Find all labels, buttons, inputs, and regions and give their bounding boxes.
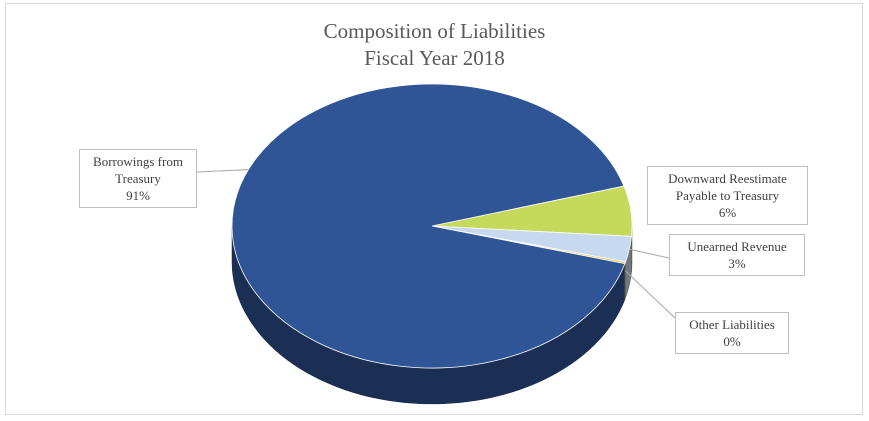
data-label-downward-reestimate: Downward Reestimate Payable to Treasury … (647, 166, 808, 225)
data-label-unearned-pct: 3% (728, 256, 746, 271)
data-label-borrowings: Borrowings from Treasury 91% (79, 149, 197, 208)
leader-line-unearned-revenue (629, 248, 670, 259)
data-label-other-liabilities: Other Liabilities 0% (675, 312, 789, 354)
data-label-downward-line-1: Downward Reestimate (668, 171, 787, 186)
leader-line-other-liabilities (624, 270, 676, 319)
data-label-unearned-line-1: Unearned Revenue (687, 239, 787, 254)
data-label-unearned-revenue: Unearned Revenue 3% (669, 234, 805, 276)
data-label-borrowings-line-2: Treasury (115, 171, 161, 186)
leader-line-borrowings (196, 169, 249, 173)
chart-title: Composition of Liabilities Fiscal Year 2… (0, 18, 869, 72)
data-label-downward-line-2: Payable to Treasury (675, 188, 780, 203)
chart-title-line-1: Composition of Liabilities (323, 19, 546, 43)
chart-title-line-2: Fiscal Year 2018 (364, 46, 505, 70)
data-label-other-pct: 0% (723, 334, 741, 349)
data-label-borrowings-line-1: Borrowings from (93, 154, 183, 169)
data-label-other-line-1: Other Liabilities (689, 317, 775, 332)
data-label-downward-pct: 6% (718, 205, 737, 220)
pie-slice-borrowings (231, 83, 626, 369)
data-label-borrowings-pct: 91% (126, 188, 150, 203)
